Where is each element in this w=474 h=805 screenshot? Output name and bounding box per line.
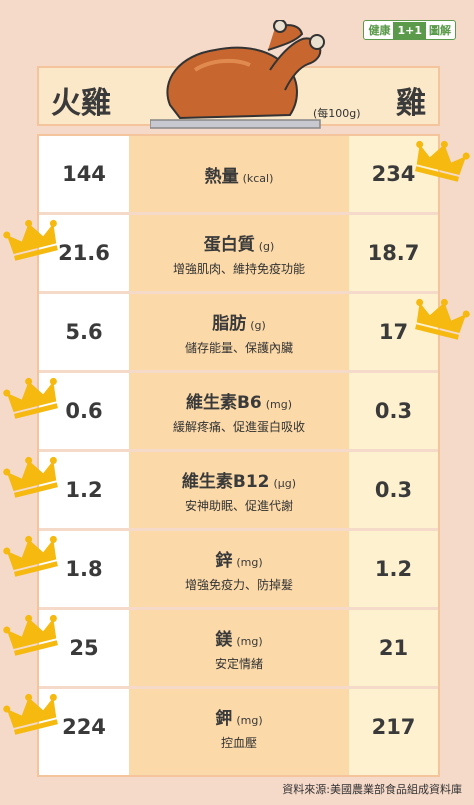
roast-chicken-icon xyxy=(150,20,325,129)
turkey-value: 0.6 xyxy=(65,399,103,423)
turkey-value: 224 xyxy=(62,715,106,739)
table-row: 25 鎂 (mg) 安定情緒 21 xyxy=(39,610,438,689)
nutrient-cell: 維生素B6 (mg) 緩解疼痛、促進蛋白吸收 xyxy=(129,373,349,449)
nutrient-unit: (mg) xyxy=(265,397,293,411)
brand-text-left: 健康 xyxy=(368,24,391,37)
chicken-label: 雞 xyxy=(396,86,426,121)
nutrient-unit: (mg) xyxy=(236,634,263,648)
nutrient-unit: (mg) xyxy=(236,713,263,727)
nutrient-benefit: 增強肌肉、維持免疫功能 xyxy=(172,261,305,276)
nutrient-unit: (kcal) xyxy=(242,171,274,185)
chicken-value: 0.3 xyxy=(374,399,413,423)
nutrient-name: 維生素B12 xyxy=(181,471,270,492)
nutrition-table: 144 熱量 (kcal) 234 21.6 蛋白質 (g) 增強肌肉、維持免疫功能… xyxy=(37,134,440,777)
nutrient-benefit: 控血壓 xyxy=(220,735,257,750)
per-100g-note: (每100g) xyxy=(313,107,361,120)
nutrient-cell: 鎂 (mg) 安定情緒 xyxy=(129,610,349,686)
table-row: 21.6 蛋白質 (g) 增強肌肉、維持免疫功能 18.7 xyxy=(39,215,438,294)
table-row: 144 熱量 (kcal) 234 xyxy=(39,136,438,215)
chicken-value: 234 xyxy=(371,162,416,186)
turkey-value: 1.8 xyxy=(65,557,103,581)
nutrient-name: 鉀 xyxy=(215,708,233,729)
nutrient-unit: (g) xyxy=(258,239,275,253)
table-row: 1.8 鋅 (mg) 增強免疫力、防掉髮 1.2 xyxy=(39,531,438,610)
nutrient-cell: 鉀 (mg) 控血壓 xyxy=(129,689,349,765)
nutrient-name: 鋅 xyxy=(215,550,233,571)
nutrient-benefit: 安定情緒 xyxy=(214,656,263,671)
nutrient-name: 維生素B6 xyxy=(185,392,262,413)
nutrient-benefit: 增強免疫力、防掉髮 xyxy=(184,577,293,592)
turkey-value: 1.2 xyxy=(65,478,103,502)
nutrient-name: 蛋白質 xyxy=(203,234,255,255)
nutrient-cell: 蛋白質 (g) 增強肌肉、維持免疫功能 xyxy=(129,215,349,291)
chicken-column xyxy=(349,136,438,775)
nutrient-benefit: 儲存能量、保護內臟 xyxy=(184,340,293,355)
table-row: 0.6 維生素B6 (mg) 緩解疼痛、促進蛋白吸收 0.3 xyxy=(39,373,438,452)
nutrient-name: 脂肪 xyxy=(212,313,247,334)
nutrient-unit: (g) xyxy=(250,318,266,332)
chicken-value: 217 xyxy=(371,715,416,739)
brand-plus: 1+1 xyxy=(393,21,426,39)
turkey-value: 21.6 xyxy=(58,241,110,265)
turkey-value: 5.6 xyxy=(65,320,103,344)
turkey-label: 火雞 xyxy=(51,86,111,121)
brand-logo: 健康 1+1 圖解 xyxy=(363,20,456,40)
nutrient-cell: 脂肪 (g) 儲存能量、保護內臟 xyxy=(129,294,349,370)
chicken-value: 18.7 xyxy=(367,241,420,265)
nutrient-unit: (μg) xyxy=(273,476,297,490)
nutrient-column xyxy=(129,136,349,775)
turkey-value: 25 xyxy=(69,636,99,660)
chicken-value: 0.3 xyxy=(374,478,413,502)
nutrient-unit: (mg) xyxy=(236,555,263,569)
chicken-value: 1.2 xyxy=(374,557,413,581)
nutrient-name: 熱量 xyxy=(204,166,239,187)
chicken-value: 21 xyxy=(378,636,409,660)
nutrient-benefit: 安神助眠、促進代謝 xyxy=(184,498,293,513)
chicken-value: 17 xyxy=(378,320,409,344)
nutrient-cell: 鋅 (mg) 增強免疫力、防掉髮 xyxy=(129,531,349,607)
table-row: 224 鉀 (mg) 控血壓 217 xyxy=(39,689,438,768)
nutrient-cell: 維生素B12 (μg) 安神助眠、促進代謝 xyxy=(129,452,349,528)
nutrient-name: 鎂 xyxy=(215,629,233,650)
nutrient-benefit: 緩解疼痛、促進蛋白吸收 xyxy=(172,419,305,434)
table-row: 5.6 脂肪 (g) 儲存能量、保護內臟 17 xyxy=(39,294,438,373)
table-row: 1.2 維生素B12 (μg) 安神助眠、促進代謝 0.3 xyxy=(39,452,438,531)
turkey-value: 144 xyxy=(62,162,106,186)
nutrient-cell: 熱量 (kcal) xyxy=(129,136,349,212)
data-source-note: 資料來源:美國農業部食品組成資料庫 xyxy=(282,783,462,796)
brand-text-right: 圖解 xyxy=(429,24,451,37)
